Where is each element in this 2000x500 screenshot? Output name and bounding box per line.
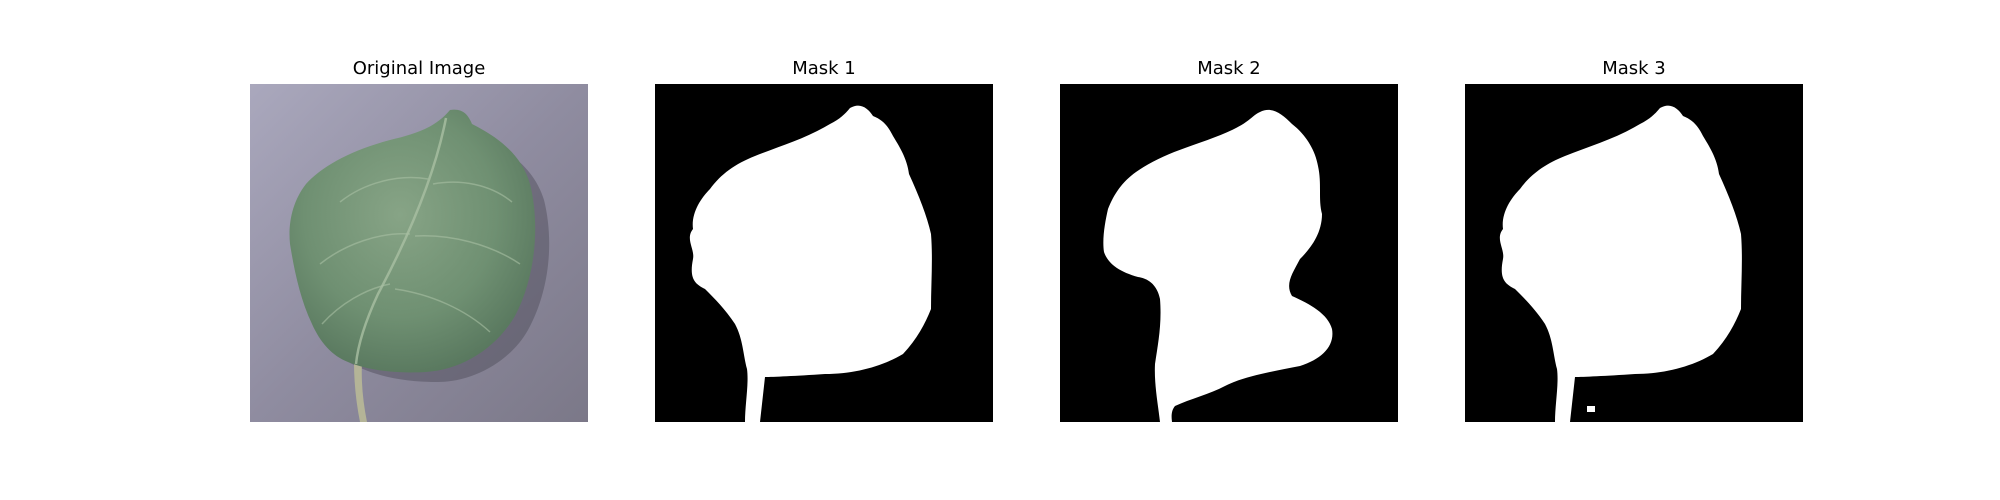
- mask-3-panel: [1465, 84, 1803, 422]
- panel-title-mask-2: Mask 2: [1060, 58, 1398, 80]
- mask-2-image: [1060, 84, 1398, 422]
- original-image-panel: [250, 84, 588, 422]
- panel-title-mask-3: Mask 3: [1465, 58, 1803, 80]
- panel-title-original-image: Original Image: [250, 58, 588, 80]
- mask-3-speck: [1587, 406, 1595, 412]
- mask-2-panel: [1060, 84, 1398, 422]
- mask-1-panel: [655, 84, 993, 422]
- panel-title-mask-1: Mask 1: [655, 58, 993, 80]
- mask-1-image: [655, 84, 993, 422]
- mask-3-image: [1465, 84, 1803, 422]
- leaf-photo: [250, 84, 588, 422]
